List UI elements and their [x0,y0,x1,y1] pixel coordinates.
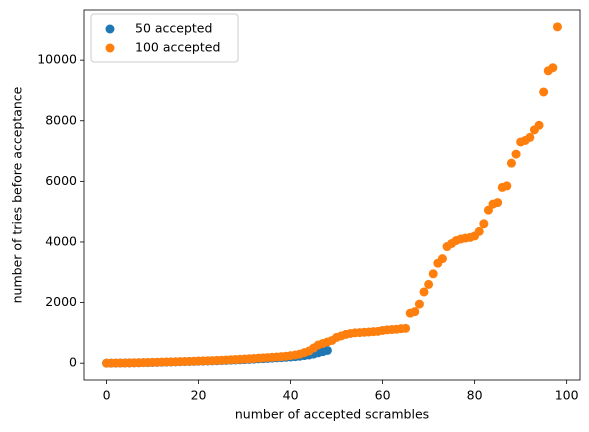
point [401,323,411,333]
point [506,158,516,168]
point [322,345,332,355]
y-tick-label: 10000 [37,52,77,67]
x-tick-label: 40 [283,388,299,403]
y-axis-label: number of tries before acceptance [10,86,25,303]
point [548,63,558,73]
y-tick-label: 0 [69,355,77,370]
point [539,87,549,97]
point [552,22,562,32]
x-tick-label: 60 [375,388,391,403]
point [502,181,512,191]
point [479,219,489,229]
x-tick-label: 80 [467,388,483,403]
x-tick-label: 100 [555,388,579,403]
legend-label: 50 accepted [135,21,212,36]
plot-frame [83,9,581,381]
y-tick-label: 6000 [45,173,77,188]
point [511,149,521,159]
point [428,269,438,279]
point [493,198,503,208]
legend-box [90,13,239,63]
point [410,307,420,317]
point [437,254,447,264]
legend-marker [105,43,115,53]
point [525,132,535,142]
y-tick-label: 2000 [45,294,77,309]
legend-label: 100 accepted [135,40,220,55]
x-tick-label: 20 [191,388,207,403]
x-axis-label: number of accepted scrambles [235,407,429,422]
x-tick-label: 0 [103,388,111,403]
point [419,287,429,297]
point [424,279,434,289]
point [414,299,424,309]
point [474,226,484,236]
y-tick-label: 8000 [45,112,77,127]
y-tick-label: 4000 [45,233,77,248]
legend-marker [105,24,115,34]
point [534,120,544,130]
